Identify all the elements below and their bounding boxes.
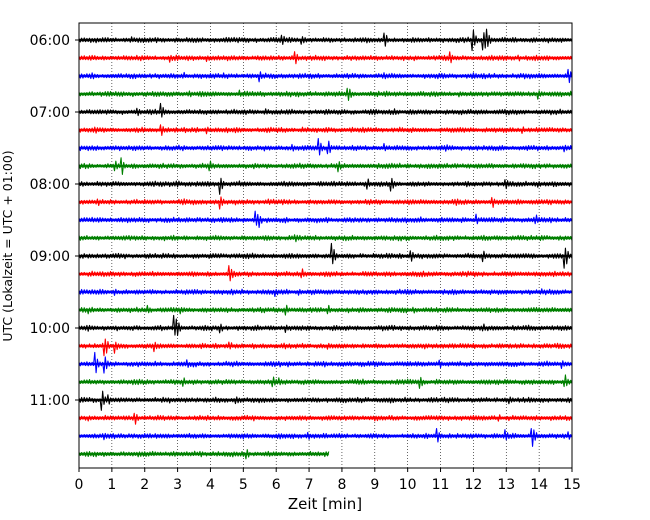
y-tick-label: 07:00 <box>30 105 70 121</box>
vertical-grid <box>111 23 540 468</box>
x-tick-label: 1 <box>107 477 116 493</box>
x-tick-label: 5 <box>239 477 248 493</box>
x-tick-label: 14 <box>530 477 548 493</box>
trace-group <box>78 28 573 460</box>
x-tick-label: 8 <box>337 477 346 493</box>
x-tick-label: 12 <box>464 477 482 493</box>
x-tick-label: 7 <box>305 477 314 493</box>
x-tick-label: 15 <box>563 477 581 493</box>
y-tick-label: 10:00 <box>30 321 70 337</box>
x-axis-label: Zeit [min] <box>288 495 362 513</box>
y-tick-label: 09:00 <box>30 249 70 265</box>
y-axis: 06:00 07:00 08:00 09:00 10:00 11:00 <box>30 33 79 409</box>
x-tick-label: 10 <box>399 477 417 493</box>
trace-0800 <box>78 177 573 195</box>
x-tick-label: 9 <box>370 477 379 493</box>
x-tick-label: 4 <box>206 477 215 493</box>
x-tick-label: 0 <box>75 477 84 493</box>
y-tick-label: 06:00 <box>30 33 70 49</box>
trace-0700 <box>78 102 573 118</box>
x-tick-label: 13 <box>497 477 515 493</box>
x-tick-label: 11 <box>432 477 450 493</box>
trace-1130 <box>78 427 573 447</box>
y-tick-label: 08:00 <box>30 177 70 193</box>
trace-1015 <box>78 338 573 357</box>
x-axis: 0 1 2 3 4 5 6 7 8 9 10 11 12 13 14 15 <box>75 468 581 493</box>
x-tick-label: 3 <box>173 477 182 493</box>
y-tick-label: 11:00 <box>30 393 70 409</box>
x-tick-label: 6 <box>272 477 281 493</box>
plot-frame <box>78 22 573 469</box>
trace-1000 <box>78 314 573 336</box>
x-tick-label: 2 <box>140 477 149 493</box>
y-axis-label: UTC (Lokalzeit = UTC + 01:00) <box>0 150 15 341</box>
